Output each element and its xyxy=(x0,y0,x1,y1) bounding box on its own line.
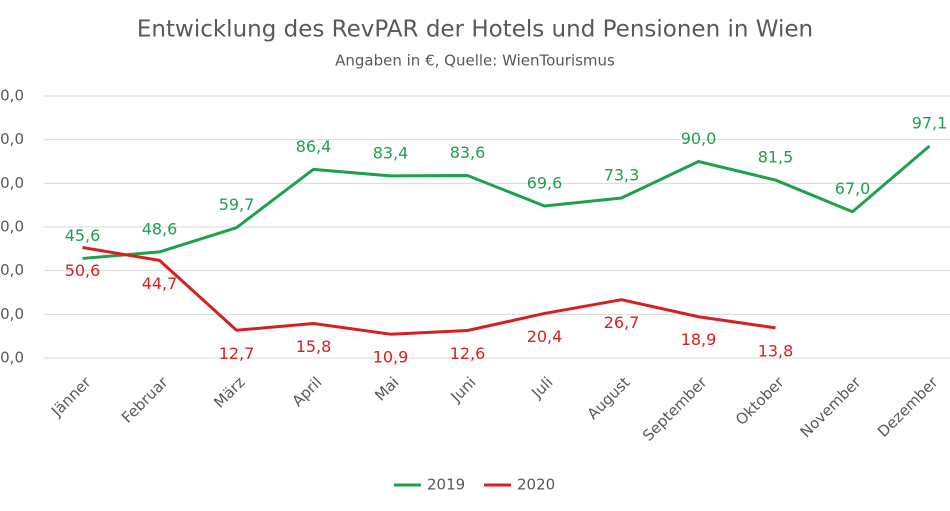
data-label: 45,6 xyxy=(65,226,101,245)
data-label: 26,7 xyxy=(604,313,640,332)
x-tick-label: Juli xyxy=(527,373,556,402)
y-tick-label: 80,0 xyxy=(0,174,24,192)
data-label: 59,7 xyxy=(219,195,255,214)
x-tick-label: September xyxy=(639,373,711,445)
data-label: 20,4 xyxy=(527,327,563,346)
chart-subtitle: Angaben in €, Quelle: WienTourismus xyxy=(335,52,615,70)
series-line xyxy=(82,246,776,336)
data-label: 86,4 xyxy=(296,137,332,156)
legend-label: 2019 xyxy=(427,476,465,494)
x-tick-label: April xyxy=(289,373,326,410)
x-tick-label: Juni xyxy=(447,373,480,406)
y-tick-label: 120,0 xyxy=(0,87,24,105)
y-tick-label: 0,0 xyxy=(0,349,24,367)
data-label: 90,0 xyxy=(681,129,717,148)
data-label: 69,6 xyxy=(527,174,563,193)
data-label: 50,6 xyxy=(65,261,101,280)
data-label: 10,9 xyxy=(373,348,409,367)
data-label: 18,9 xyxy=(681,330,717,349)
data-label: 83,6 xyxy=(450,143,486,162)
y-tick-label: 100,0 xyxy=(0,130,24,148)
x-tick-label: Dezember xyxy=(874,373,942,441)
legend-label: 2020 xyxy=(517,476,555,494)
series-line xyxy=(82,144,931,260)
x-tick-label: März xyxy=(210,373,248,411)
data-label: 48,6 xyxy=(142,219,178,238)
data-label: 13,8 xyxy=(758,341,794,360)
y-tick-label: 20,0 xyxy=(0,305,24,323)
y-tick-label: 40,0 xyxy=(0,261,24,279)
data-label: 67,0 xyxy=(835,179,871,198)
data-label: 73,3 xyxy=(604,165,640,184)
chart-title: Entwicklung des RevPAR der Hotels und Pe… xyxy=(137,17,813,43)
x-tick-label: Oktober xyxy=(732,373,788,429)
x-tick-label: Jänner xyxy=(47,373,95,421)
x-tick-label: Februar xyxy=(118,373,172,427)
x-tick-label: August xyxy=(584,373,634,423)
data-label: 97,1 xyxy=(912,113,948,132)
data-label: 12,6 xyxy=(450,344,486,363)
data-label: 44,7 xyxy=(142,274,178,293)
x-tick-label: November xyxy=(797,373,865,441)
data-label: 81,5 xyxy=(758,148,794,167)
data-label: 12,7 xyxy=(219,344,255,363)
x-tick-label: Mai xyxy=(371,373,402,404)
data-label: 15,8 xyxy=(296,337,332,356)
data-label: 83,4 xyxy=(373,143,409,162)
y-tick-label: 60,0 xyxy=(0,218,24,236)
